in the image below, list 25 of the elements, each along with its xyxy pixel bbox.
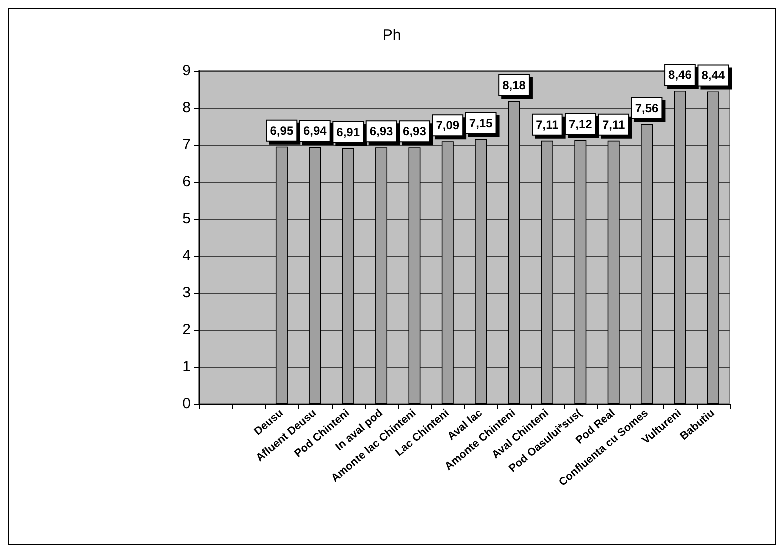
data-label: 6,91 xyxy=(336,125,360,140)
chart-title: Ph xyxy=(382,27,402,44)
data-label: 8,18 xyxy=(502,78,526,92)
data-label: 6,93 xyxy=(370,124,394,139)
data-label: 7,12 xyxy=(568,118,593,132)
data-label: 7,09 xyxy=(436,118,460,133)
data-label: 7,56 xyxy=(635,101,660,116)
data-label: 8,44 xyxy=(702,68,726,83)
data-label: 7,11 xyxy=(536,118,560,132)
y-tick-label: 2 xyxy=(182,322,191,338)
data-label: 7,15 xyxy=(469,116,494,130)
y-tick-label: 3 xyxy=(182,284,191,302)
y-tick-label: 9 xyxy=(182,62,191,80)
y-tick-label: 1 xyxy=(182,358,191,376)
y-tick-label: 0 xyxy=(182,396,191,412)
y-tick-label: 4 xyxy=(182,248,191,264)
data-label: 8,46 xyxy=(668,68,692,82)
data-label: 6,94 xyxy=(303,124,328,138)
data-label: 6,95 xyxy=(270,124,294,138)
y-tick-label: 8 xyxy=(182,100,191,116)
y-tick-label: 6 xyxy=(182,174,191,190)
y-tick-label: 7 xyxy=(182,136,191,154)
data-label: 7,11 xyxy=(602,118,626,132)
y-tick-label: 5 xyxy=(182,210,191,228)
data-label: 6,93 xyxy=(403,124,427,139)
